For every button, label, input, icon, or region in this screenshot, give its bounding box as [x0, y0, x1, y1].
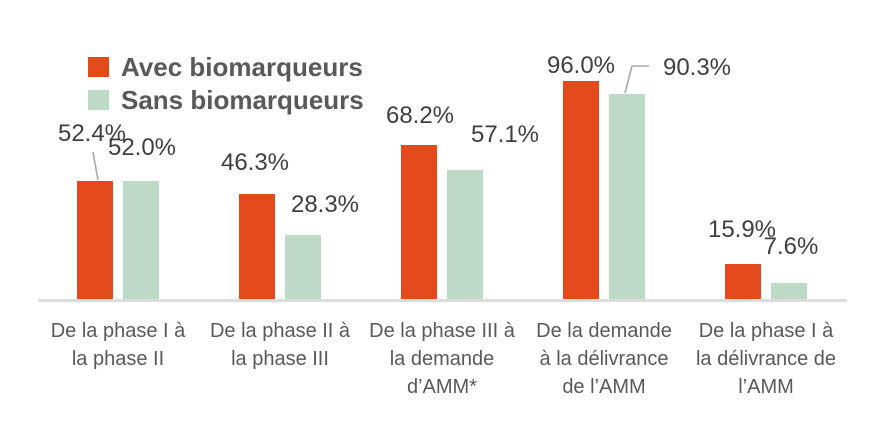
legend-swatch-orange-icon — [88, 57, 109, 77]
leader-line-0 — [92, 151, 99, 181]
data-label-sans-2: 57.1% — [470, 121, 540, 148]
bar-sans-biomarqueurs-2 — [447, 170, 483, 300]
data-label-avec-4: 15.9% — [707, 216, 777, 243]
data-label-avec-1: 46.3% — [220, 149, 290, 176]
data-label-sans-4: 7.6% — [763, 233, 819, 260]
bar-avec-biomarqueurs-1 — [239, 194, 275, 300]
bar-avec-biomarqueurs-3 — [563, 81, 599, 300]
data-label-sans-1: 28.3% — [290, 191, 360, 218]
legend-item-avec-biomarqueurs: Avec biomarqueurs — [88, 53, 364, 81]
leader-line-1 — [624, 65, 649, 94]
x-axis-label-3: De la demande à la délivrance de l’AMM — [536, 320, 672, 398]
legend-item-sans-biomarqueurs: Sans biomarqueurs — [88, 86, 364, 114]
legend-label-sans: Sans biomarqueurs — [121, 85, 364, 115]
bar-sans-biomarqueurs-1 — [285, 235, 321, 300]
bar-sans-biomarqueurs-3 — [609, 94, 645, 300]
x-axis-label-1: De la phase II à la phase III — [209, 320, 351, 370]
data-label-avec-0: 52.4% — [57, 120, 127, 147]
legend-label-avec: Avec biomarqueurs — [121, 52, 363, 82]
x-axis-label-4: De la phase I à la délivrance de l’AMM — [695, 320, 837, 398]
legend-swatch-green-icon — [88, 90, 109, 110]
bar-sans-biomarqueurs-0 — [123, 181, 159, 300]
data-label-sans-3: 90.3% — [662, 54, 732, 81]
bar-sans-biomarqueurs-4 — [771, 283, 807, 300]
bar-avec-biomarqueurs-2 — [401, 145, 437, 300]
data-label-avec-2: 68.2% — [385, 102, 455, 129]
x-axis-line — [38, 299, 847, 302]
bar-avec-biomarqueurs-0 — [77, 181, 113, 300]
legend: Avec biomarqueurs Sans biomarqueurs — [88, 53, 364, 114]
x-axis-label-2: De la phase III à la demande d’AMM* — [369, 320, 515, 398]
data-label-sans-0: 52.0% — [107, 134, 177, 161]
bar-avec-biomarqueurs-4 — [725, 264, 761, 300]
data-label-avec-3: 96.0% — [546, 52, 616, 79]
x-axis-label-0: De la phase I à la phase II — [50, 320, 186, 370]
